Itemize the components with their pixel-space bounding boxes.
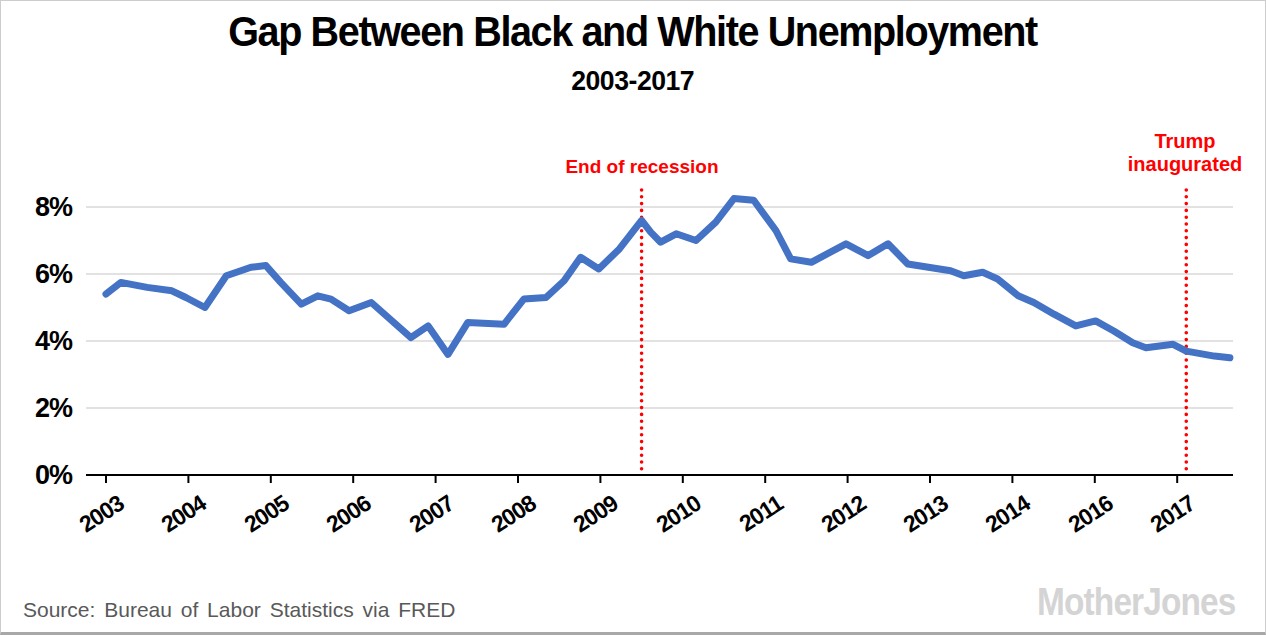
x-axis-label-2005: 2005	[239, 490, 293, 538]
annotation-end-of-recession: End of recession	[565, 156, 718, 178]
source-credit: Source: Bureau of Labor Statistics via F…	[23, 598, 455, 622]
chart-canvas: Gap Between Black and White Unemployment…	[0, 0, 1266, 635]
y-axis-label-8pct: 8%	[1, 191, 72, 223]
chart-subtitle: 2003-2017	[1, 65, 1265, 97]
unemployment-gap-line	[106, 199, 1230, 358]
chart-title-text: Gap Between Black and White Unemployment	[229, 7, 1038, 56]
x-axis-label-2014: 2014	[981, 490, 1035, 538]
chart-subtitle-text: 2003-2017	[572, 65, 695, 97]
x-axis-label-2004: 2004	[157, 490, 211, 538]
x-axis-label-2017: 2017	[1146, 490, 1200, 538]
x-axis-label-2008: 2008	[486, 490, 540, 538]
mother-jones-logo: MotherJones	[1037, 581, 1235, 624]
y-axis-label-4pct: 4%	[1, 325, 72, 357]
x-axis-label-2007: 2007	[404, 490, 458, 538]
x-axis-label-2012: 2012	[816, 490, 870, 538]
annotation-trump-inaugurated: Trump inaugurated	[1128, 130, 1242, 176]
x-axis-label-2009: 2009	[569, 490, 623, 538]
chart-title: Gap Between Black and White Unemployment	[1, 7, 1265, 56]
y-axis-label-0pct: 0%	[1, 459, 72, 491]
y-axis-label-6pct: 6%	[1, 258, 72, 290]
plot-area	[86, 186, 1233, 486]
x-axis-label-2003: 2003	[74, 490, 128, 538]
x-axis-label-2013: 2013	[898, 490, 952, 538]
x-axis-label-2016: 2016	[1063, 490, 1117, 538]
x-axis-label-2010: 2010	[651, 490, 705, 538]
x-axis-label-2011: 2011	[735, 490, 788, 538]
x-axis-label-2006: 2006	[322, 490, 376, 538]
y-axis-label-2pct: 2%	[1, 392, 72, 424]
